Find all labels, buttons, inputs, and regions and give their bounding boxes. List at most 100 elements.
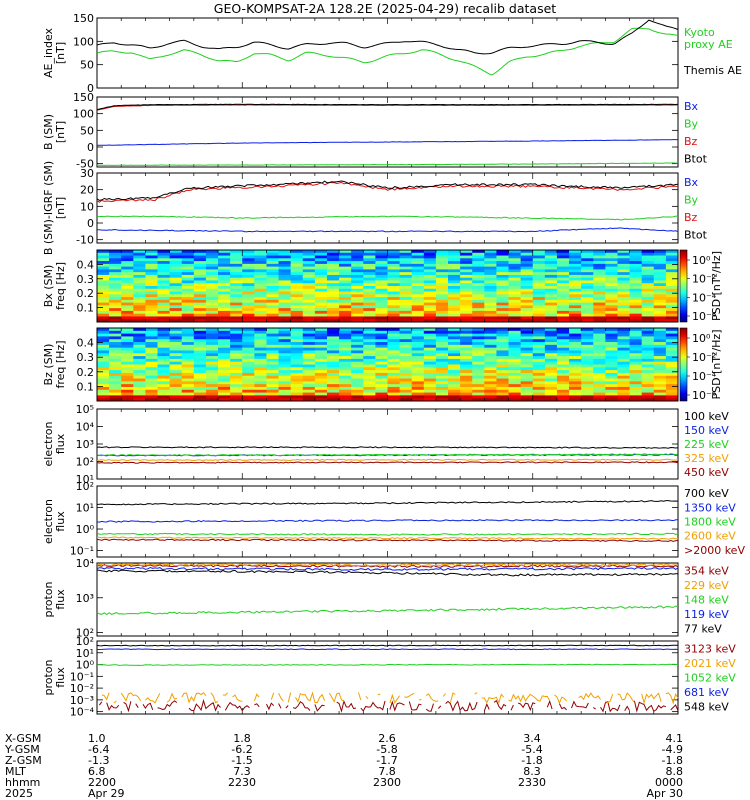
spectrogram-cell bbox=[653, 328, 667, 332]
spectrogram-cell bbox=[109, 266, 122, 270]
spectrogram-cell bbox=[157, 263, 171, 268]
spectrogram-cell bbox=[411, 347, 425, 351]
spectrogram-cell bbox=[97, 252, 110, 256]
spectrogram-cell bbox=[363, 319, 376, 323]
spectrogram-cell bbox=[326, 353, 340, 357]
spectrogram-cell bbox=[411, 381, 425, 385]
spectrogram-cell bbox=[205, 266, 219, 270]
ephemeris-value: -6.4 bbox=[88, 743, 109, 756]
spectrogram-cell bbox=[266, 272, 279, 276]
spectrogram-cell bbox=[302, 266, 316, 270]
spectrogram-cell bbox=[302, 356, 316, 360]
spectrogram-cell bbox=[435, 375, 449, 379]
spectrogram-cell bbox=[109, 350, 122, 354]
spectrogram-cell bbox=[230, 330, 243, 335]
spectrogram-cell bbox=[484, 375, 497, 379]
spectrogram-cell bbox=[121, 381, 134, 385]
spectrogram-cell bbox=[326, 319, 340, 323]
spectrogram-cell bbox=[399, 339, 413, 343]
spectrogram-cell bbox=[399, 255, 413, 259]
spectrogram-cell bbox=[472, 269, 485, 273]
spectrogram-cell bbox=[387, 255, 400, 259]
series-line bbox=[96, 215, 679, 221]
spectrogram-4 bbox=[97, 250, 679, 323]
spectrogram-cell bbox=[97, 364, 110, 368]
spectrogram-cell bbox=[411, 361, 425, 365]
spectrogram-cell bbox=[641, 392, 655, 396]
spectrogram-cell bbox=[665, 286, 679, 290]
legend-entry: 681 keV bbox=[684, 686, 729, 699]
spectrogram-cell bbox=[254, 302, 267, 306]
spectrogram-cell bbox=[278, 336, 292, 340]
spectrogram-cell bbox=[435, 384, 449, 388]
spectrogram-cell bbox=[496, 395, 509, 399]
spectrogram-cell bbox=[593, 350, 606, 354]
spectrogram-cell bbox=[532, 302, 546, 306]
spectrogram-cell bbox=[145, 308, 158, 312]
spectrogram-cell bbox=[169, 386, 183, 391]
spectrogram-cell bbox=[411, 299, 425, 304]
spectrogram-cell bbox=[387, 364, 400, 368]
spectrogram-cell bbox=[363, 330, 376, 335]
spectrogram-cell bbox=[375, 395, 388, 399]
spectrogram-cell bbox=[448, 302, 461, 306]
spectrogram-cell bbox=[520, 302, 534, 306]
ephemeris-row-label: hhmm bbox=[5, 776, 40, 789]
spectrogram-cell bbox=[544, 291, 558, 295]
spectrogram-cell bbox=[544, 395, 558, 399]
spectrogram-cell bbox=[665, 336, 679, 340]
spectrogram-cell bbox=[460, 261, 473, 265]
spectrogram-cell bbox=[520, 330, 534, 335]
spectrogram-cell bbox=[169, 261, 183, 265]
spectrogram-cell bbox=[617, 263, 630, 268]
spectrogram-cell bbox=[375, 313, 388, 317]
spectrogram-cell bbox=[242, 330, 255, 335]
spectrogram-cell bbox=[556, 263, 570, 268]
spectrogram-cell bbox=[556, 364, 570, 368]
spectrogram-cell bbox=[581, 367, 594, 371]
spectrogram-cell bbox=[484, 378, 497, 382]
spectrogram-cell bbox=[629, 392, 643, 396]
spectrogram-cell bbox=[641, 313, 655, 317]
spectrogram-cell bbox=[448, 291, 461, 295]
legend-entry: 148 keV bbox=[684, 594, 729, 607]
spectrogram-cell bbox=[641, 389, 655, 393]
spectrogram-cell bbox=[665, 364, 679, 368]
spectrogram-cell bbox=[266, 339, 279, 343]
spectrogram-cell bbox=[496, 339, 509, 343]
spectrogram-cell bbox=[109, 280, 122, 284]
spectrogram-cell bbox=[411, 364, 425, 368]
spectrogram-cell bbox=[617, 288, 630, 292]
spectrogram-cell bbox=[351, 266, 364, 270]
spectrogram-cell bbox=[375, 358, 388, 363]
spectrogram-cell bbox=[254, 350, 267, 354]
spectrogram-cell bbox=[387, 398, 400, 402]
spectrogram-cell bbox=[339, 370, 352, 374]
spectrogram-cell bbox=[205, 375, 219, 379]
spectrogram-cell bbox=[569, 283, 582, 287]
y-tick-label: 10² bbox=[76, 456, 94, 469]
spectrogram-cell bbox=[423, 361, 437, 365]
spectrogram-cell bbox=[326, 372, 340, 377]
spectrogram-cell bbox=[460, 263, 473, 268]
spectrogram-cell bbox=[218, 255, 231, 259]
spectrogram-cell bbox=[569, 372, 582, 377]
spectrogram-cell bbox=[314, 361, 328, 365]
spectrogram-cell bbox=[278, 288, 292, 292]
spectrogram-cell bbox=[145, 330, 158, 335]
spectrogram-cell bbox=[484, 319, 497, 323]
spectrogram-cell bbox=[109, 381, 122, 385]
spectrogram-cell bbox=[581, 330, 594, 335]
spectrogram-cell bbox=[375, 330, 388, 335]
spectrogram-cell bbox=[484, 305, 497, 309]
spectrogram-cell bbox=[339, 392, 352, 396]
spectrogram-cell bbox=[556, 372, 570, 377]
spectrogram-cell bbox=[193, 350, 207, 354]
spectrogram-cell bbox=[544, 283, 558, 287]
spectrogram-cell bbox=[266, 291, 279, 295]
series-line bbox=[96, 162, 678, 166]
spectrogram-cell bbox=[375, 297, 388, 301]
spectrogram-cell bbox=[290, 370, 304, 374]
spectrogram-cell bbox=[569, 353, 582, 357]
spectrogram-cell bbox=[339, 350, 352, 354]
